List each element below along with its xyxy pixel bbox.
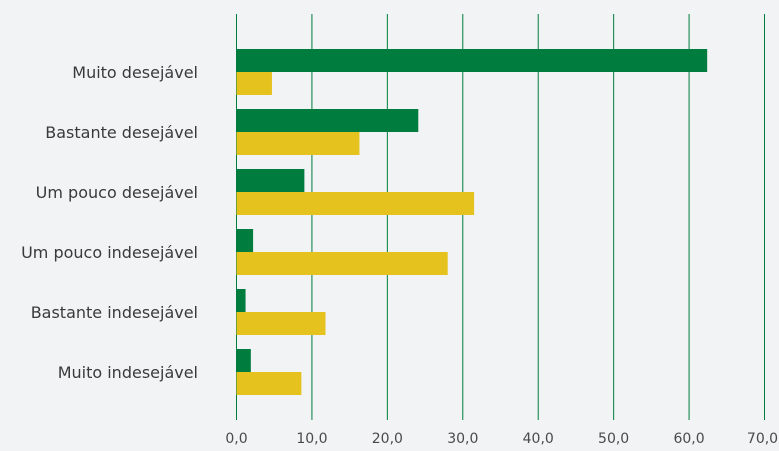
bar-series-1-5 <box>236 289 246 312</box>
bar-series-2-6 <box>236 372 302 395</box>
category-label: Muito indesejável <box>58 363 198 382</box>
x-tick-label: 10,0 <box>296 431 327 447</box>
x-axis-ticks: 0,0 10,0 20,0 30,0 40,0 50,0 60,0 70,0 <box>225 431 778 447</box>
bar-series-1-6 <box>236 349 251 372</box>
x-tick-label: 40,0 <box>523 431 554 447</box>
bar-series-1-4 <box>236 229 254 252</box>
category-label: Muito desejável <box>72 63 198 82</box>
category-label: Um pouco indesejável <box>21 243 198 262</box>
bar-series-1-2 <box>236 109 419 132</box>
bar-series-2-2 <box>236 132 360 155</box>
bar-series-2-4 <box>236 252 448 275</box>
bar-series-2-3 <box>236 192 475 215</box>
category-label: Bastante indesejável <box>31 303 198 322</box>
x-tick-label: 60,0 <box>673 431 704 447</box>
gridlines <box>236 14 765 420</box>
category-label: Um pouco desejável <box>36 183 198 202</box>
bar-series-2-1 <box>236 72 272 95</box>
x-tick-label: 20,0 <box>372 431 403 447</box>
category-labels: Muito desejável Bastante desejável Um pouc… <box>21 63 198 382</box>
category-label: Bastante desejável <box>45 123 198 142</box>
x-tick-label: 0,0 <box>225 431 247 447</box>
bar-series-1-1 <box>236 49 708 72</box>
x-tick-label: 30,0 <box>447 431 478 447</box>
x-tick-label: 50,0 <box>598 431 629 447</box>
bars <box>236 49 708 395</box>
bar-series-1-3 <box>236 169 305 192</box>
bar-series-2-5 <box>236 312 326 335</box>
x-tick-label: 70,0 <box>747 431 778 447</box>
